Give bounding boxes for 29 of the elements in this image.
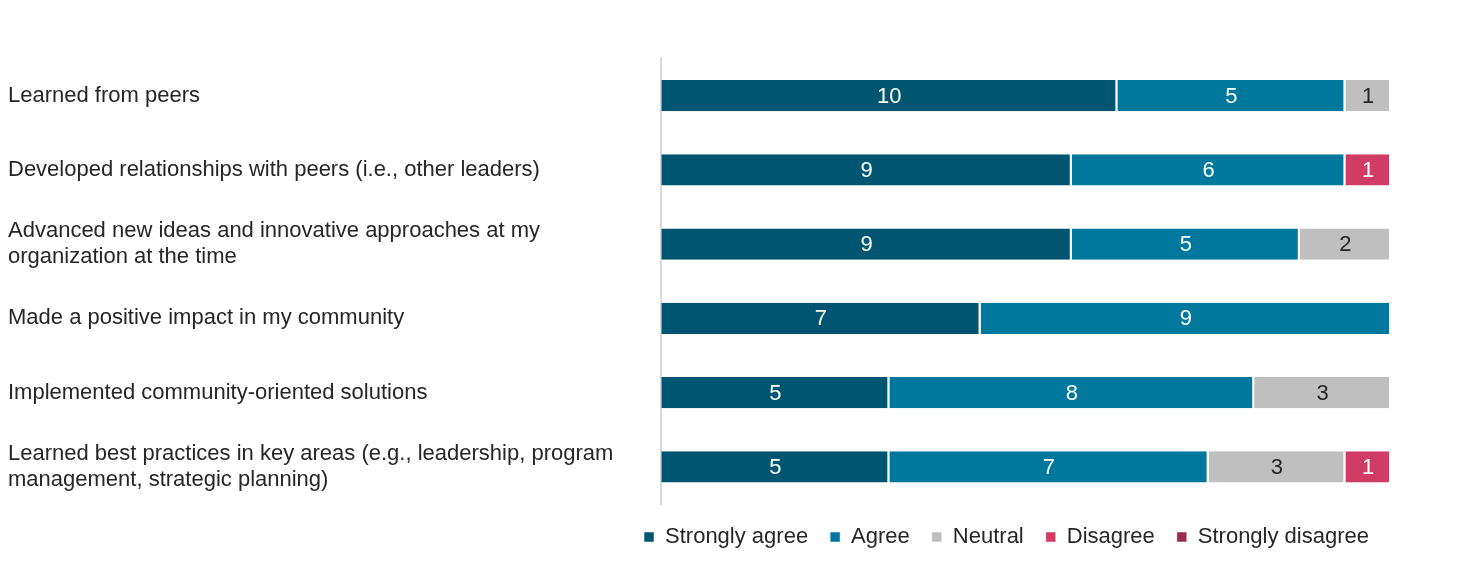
data-label: 5 xyxy=(769,453,782,479)
data-label: 1 xyxy=(1362,156,1375,182)
legend-label: Disagree xyxy=(1066,523,1155,549)
y-tick-label: Learned best practices in key areas (e.g., leadership, program management, strategic planning) xyxy=(8,439,614,492)
y-tick-label: Implemented community-oriented solutions xyxy=(8,378,428,404)
data-label: 3 xyxy=(1316,379,1329,405)
data-label: 9 xyxy=(860,231,873,257)
data-label: 9 xyxy=(860,156,873,182)
data-label: 2 xyxy=(1339,231,1352,257)
data-label: 5 xyxy=(1225,82,1238,108)
data-label: 1 xyxy=(1362,82,1375,108)
data-label: 7 xyxy=(814,305,828,331)
legend-label: Agree xyxy=(851,523,910,549)
y-tick-label: Made a positive impact in my community xyxy=(8,304,405,330)
data-label: 1 xyxy=(1362,453,1375,479)
data-label: 10 xyxy=(877,82,902,108)
legend-label: Strongly agree xyxy=(665,523,809,549)
y-tick-label: Advanced new ideas and innovative approaches at my organization at the time xyxy=(8,216,541,269)
data-label: 5 xyxy=(1179,231,1192,257)
data-label: 6 xyxy=(1202,156,1215,182)
y-tick-label: Developed relationships with peers (i.e., other leaders) xyxy=(8,155,540,181)
data-label: 3 xyxy=(1270,453,1284,479)
legend-label: Neutral xyxy=(952,523,1024,549)
data-label: 5 xyxy=(769,379,782,405)
legend-label: Strongly disagree xyxy=(1197,523,1370,549)
y-tick-label: Learned from peers xyxy=(8,81,200,107)
data-label: 9 xyxy=(1179,305,1192,331)
data-label: 7 xyxy=(1042,453,1056,479)
data-label: 8 xyxy=(1065,379,1078,405)
